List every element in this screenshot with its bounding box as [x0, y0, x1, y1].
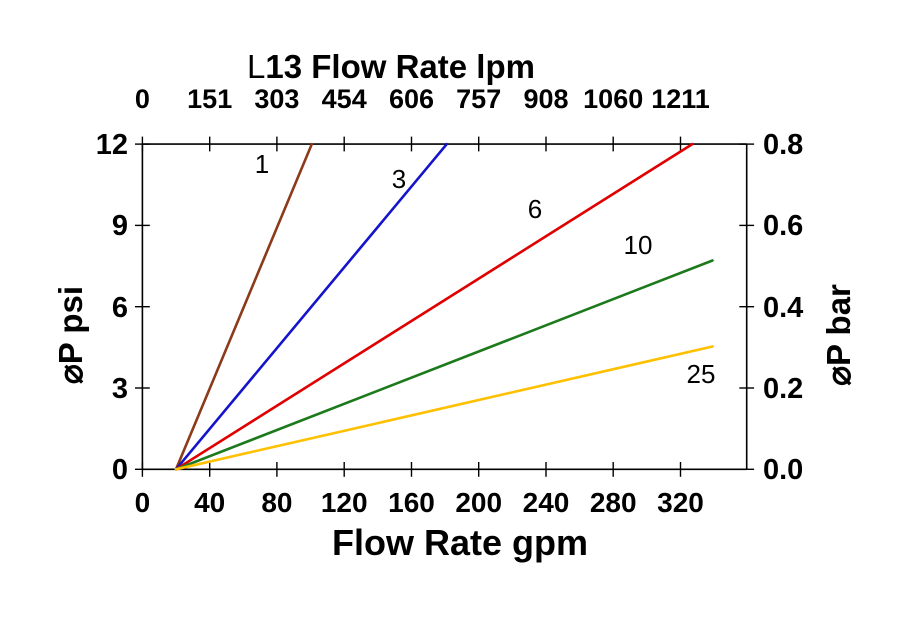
- svg-text:1060: 1060: [583, 84, 643, 114]
- svg-text:0: 0: [135, 487, 151, 518]
- svg-text:6: 6: [112, 292, 128, 324]
- svg-text:0.0: 0.0: [763, 454, 803, 486]
- svg-text:908: 908: [523, 84, 568, 114]
- svg-text:25: 25: [687, 359, 716, 389]
- svg-text:0: 0: [112, 454, 128, 486]
- svg-text:40: 40: [194, 487, 225, 518]
- svg-text:320: 320: [657, 487, 704, 518]
- svg-text:151: 151: [187, 84, 232, 114]
- svg-text:⌀P bar: ⌀P bar: [820, 284, 857, 386]
- svg-text:6: 6: [528, 194, 542, 224]
- svg-text:200: 200: [455, 487, 502, 518]
- svg-text:0: 0: [135, 84, 150, 114]
- svg-text:1211: 1211: [651, 84, 710, 114]
- svg-text:⌀P psi: ⌀P psi: [52, 286, 89, 384]
- svg-text:0.6: 0.6: [763, 210, 803, 242]
- svg-text:0.4: 0.4: [763, 292, 803, 324]
- svg-text:Flow Rate gpm: Flow Rate gpm: [332, 522, 588, 563]
- svg-text:0.2: 0.2: [763, 373, 803, 405]
- svg-text:454: 454: [322, 84, 367, 114]
- svg-text:757: 757: [456, 84, 501, 114]
- svg-text:3: 3: [392, 164, 406, 194]
- svg-text:606: 606: [389, 84, 434, 114]
- svg-text:0.8: 0.8: [763, 129, 803, 161]
- svg-text:240: 240: [523, 487, 570, 518]
- svg-text:12: 12: [96, 129, 128, 161]
- svg-text:120: 120: [321, 487, 368, 518]
- svg-text:L13 Flow Rate lpm: L13 Flow Rate lpm: [247, 48, 535, 85]
- svg-text:280: 280: [590, 487, 637, 518]
- svg-text:3: 3: [112, 373, 128, 405]
- svg-text:9: 9: [112, 210, 128, 242]
- svg-text:303: 303: [254, 84, 299, 114]
- svg-text:10: 10: [624, 230, 653, 260]
- svg-text:160: 160: [388, 487, 435, 518]
- svg-text:80: 80: [261, 487, 292, 518]
- svg-text:1: 1: [255, 149, 269, 179]
